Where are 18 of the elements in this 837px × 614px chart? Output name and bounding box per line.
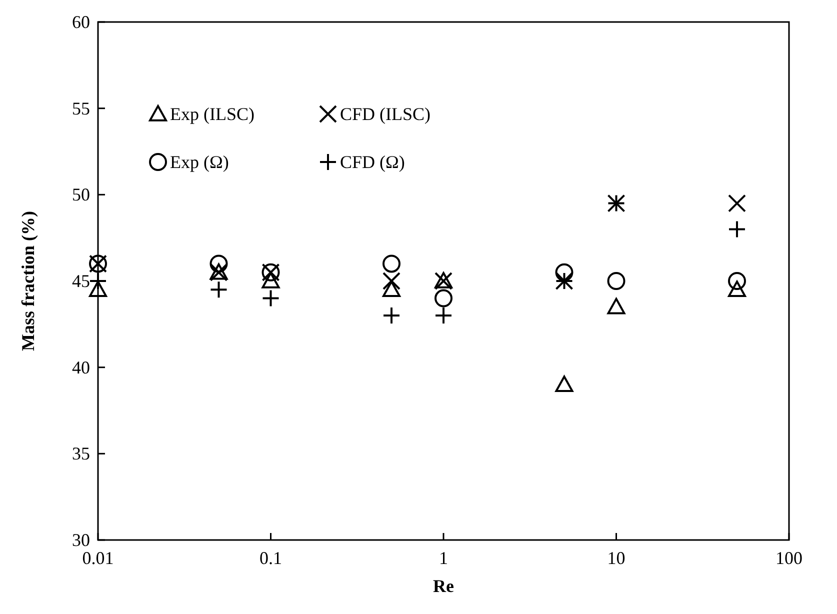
y-tick-label: 30 xyxy=(72,530,90,550)
x-tick-label: 10 xyxy=(607,548,626,568)
y-tick-label: 55 xyxy=(72,98,90,118)
x-tick-label: 0.01 xyxy=(82,548,114,568)
x-tick-label: 100 xyxy=(776,548,802,568)
legend-label: CFD (ILSC) xyxy=(340,104,431,124)
y-tick-label: 35 xyxy=(72,444,90,464)
y-tick-label: 60 xyxy=(72,12,90,32)
legend-label: CFD (Ω) xyxy=(340,152,405,172)
x-tick-label: 0.1 xyxy=(260,548,282,568)
y-tick-label: 45 xyxy=(72,271,90,291)
x-axis-title: Re xyxy=(433,576,454,596)
y-tick-label: 40 xyxy=(72,357,90,378)
y-axis-title: Mass fraction (%) xyxy=(18,211,38,351)
legend-label: Exp (ILSC) xyxy=(170,104,254,124)
x-tick-label: 1 xyxy=(439,548,448,568)
y-tick-label: 50 xyxy=(72,184,90,205)
legend-label: Exp (Ω) xyxy=(170,152,229,172)
